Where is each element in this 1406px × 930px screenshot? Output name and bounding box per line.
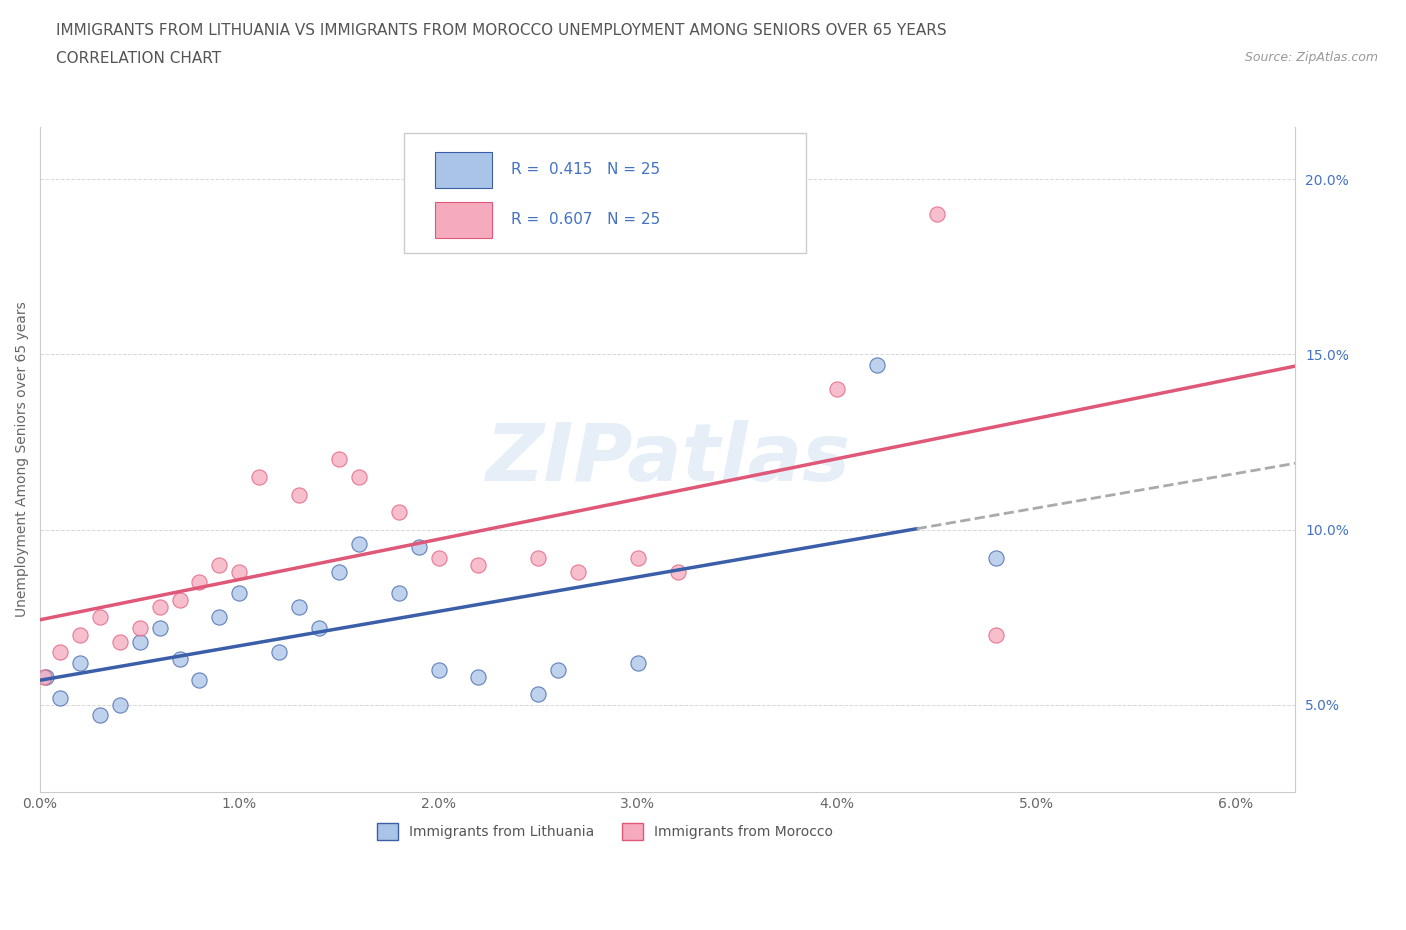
Point [627, 551, 650, 565]
Point [32, 670, 55, 684]
Point [247, 470, 270, 485]
Point [866, 357, 889, 372]
Point [208, 610, 231, 625]
Point [427, 662, 450, 677]
Point [208, 557, 231, 572]
Point [627, 656, 650, 671]
Point [986, 551, 1008, 565]
Point [128, 620, 150, 635]
Point [288, 487, 311, 502]
Point [347, 470, 370, 485]
Legend: Immigrants from Lithuania, Immigrants from Morocco: Immigrants from Lithuania, Immigrants fr… [371, 817, 838, 845]
Point [408, 539, 430, 554]
Y-axis label: Unemployment Among Seniors over 65 years: Unemployment Among Seniors over 65 years [15, 301, 30, 618]
Point [467, 557, 489, 572]
Point [308, 620, 330, 635]
Point [108, 698, 131, 712]
FancyBboxPatch shape [404, 133, 806, 253]
Text: R =  0.607   N = 25: R = 0.607 N = 25 [510, 212, 659, 227]
Bar [436, 152, 492, 188]
Point [89, 610, 111, 625]
Point [89, 708, 111, 723]
Point [288, 599, 311, 614]
Text: Source: ZipAtlas.com: Source: ZipAtlas.com [1244, 51, 1378, 64]
Point [547, 662, 569, 677]
Point [49, 644, 72, 659]
Point [149, 620, 172, 635]
Point [149, 599, 172, 614]
Point [666, 565, 689, 579]
Point [527, 551, 550, 565]
Point [986, 627, 1008, 642]
Point [388, 505, 411, 520]
Point [427, 551, 450, 565]
Text: R =  0.415   N = 25: R = 0.415 N = 25 [510, 163, 659, 178]
Point [128, 634, 150, 649]
Point [169, 592, 191, 607]
Text: IMMIGRANTS FROM LITHUANIA VS IMMIGRANTS FROM MOROCCO UNEMPLOYMENT AMONG SENIORS : IMMIGRANTS FROM LITHUANIA VS IMMIGRANTS … [56, 23, 946, 38]
Point [188, 575, 211, 590]
Point [527, 687, 550, 702]
Text: CORRELATION CHART: CORRELATION CHART [56, 51, 221, 66]
Point [269, 644, 291, 659]
Point [228, 585, 250, 600]
Point [467, 670, 489, 684]
Point [347, 537, 370, 551]
Point [188, 672, 211, 687]
Point [567, 565, 589, 579]
Point [328, 452, 350, 467]
Point [69, 627, 91, 642]
Point [228, 565, 250, 579]
Point [69, 656, 91, 671]
Point [328, 565, 350, 579]
Text: ZIPatlas: ZIPatlas [485, 420, 851, 498]
Point [825, 382, 848, 397]
Point [169, 652, 191, 667]
Point [35, 670, 58, 684]
Point [388, 585, 411, 600]
Point [49, 690, 72, 705]
Point [108, 634, 131, 649]
Point [925, 206, 948, 221]
Bar [436, 202, 492, 238]
